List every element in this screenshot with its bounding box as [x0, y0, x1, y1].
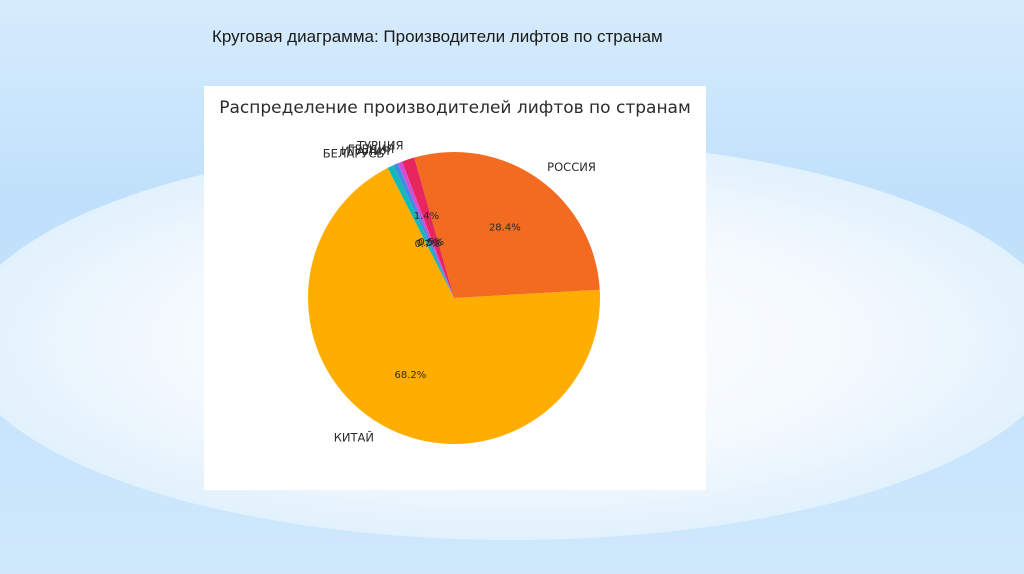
slide-title: Круговая диаграмма: Производители лифтов…: [212, 27, 663, 46]
slice-label-1: РОССИЯ: [547, 160, 596, 174]
pie-labels: КИТАЙ 68.2% РОССИЯ 28.4% ТУРЦИЯ 1.4% ГРЕЦИЯ 0.5…: [323, 139, 596, 445]
slice-pct-0: 68.2%: [394, 370, 426, 381]
slice-label-5: БЕЛАРУСЬ: [323, 146, 385, 160]
slice-pct-1: 28.4%: [489, 223, 521, 234]
pie-slices: [307, 152, 600, 445]
slice-pct-5: 0.7%: [415, 239, 440, 250]
slice-pct-2: 1.4%: [414, 211, 439, 222]
slice-label-0: КИТАЙ: [334, 429, 374, 444]
pie-slice-3: [397, 161, 454, 298]
pie-slice-4: [393, 163, 454, 298]
pie-slice-5: [387, 165, 454, 298]
slice-pct-3: 0.5%: [419, 237, 444, 248]
pie-slice-2: [402, 157, 454, 298]
slice-pct-4: 0.5%: [417, 238, 442, 249]
slice-label-2: ТУРЦИЯ: [356, 139, 404, 153]
pie-slice-1: [414, 152, 600, 298]
slice-label-4: ИТАЛИЯ: [341, 144, 390, 158]
pie-slice-0: [307, 167, 600, 445]
chart-title: Распределение производителей лифтов по с…: [219, 98, 691, 118]
chart-image: Распределение производителей лифтов по с…: [204, 86, 706, 490]
pie-chart: Распределение производителей лифтов по с…: [219, 98, 691, 445]
slice-label-3: ГРЕЦИЯ: [348, 142, 395, 156]
